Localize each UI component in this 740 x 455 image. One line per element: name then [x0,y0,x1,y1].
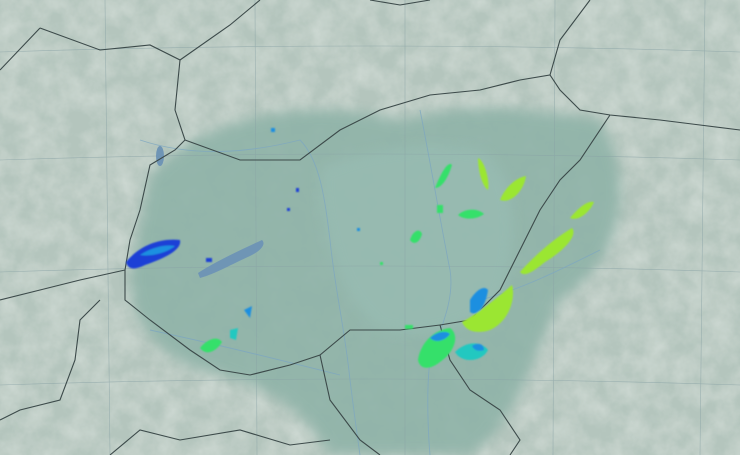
radar-cell [230,328,238,340]
radar-cell [462,285,514,332]
lake-balaton [198,240,264,278]
radar-cell [271,128,275,132]
radar-cell [206,258,212,262]
radar-echoes [126,128,594,368]
radar-cell [458,209,484,219]
radar-cell [470,288,488,314]
lake-neusiedl [156,146,164,166]
radar-cell [437,205,443,213]
radar-cell [500,176,526,201]
radar-cell [380,262,383,265]
radar-cell [478,158,489,190]
radar-cell [430,331,450,341]
radar-cell [287,208,290,211]
radar-cell [140,245,175,256]
radar-cell [435,164,452,188]
radar-cell [410,230,422,243]
radar-cell [244,306,252,318]
radar-cell [357,228,360,231]
radar-cell [200,338,222,353]
radar-cell [296,188,299,192]
radar-cell [520,228,574,275]
radar-cell [570,201,594,219]
radar-cell [472,343,484,351]
radar-cell [405,325,413,329]
